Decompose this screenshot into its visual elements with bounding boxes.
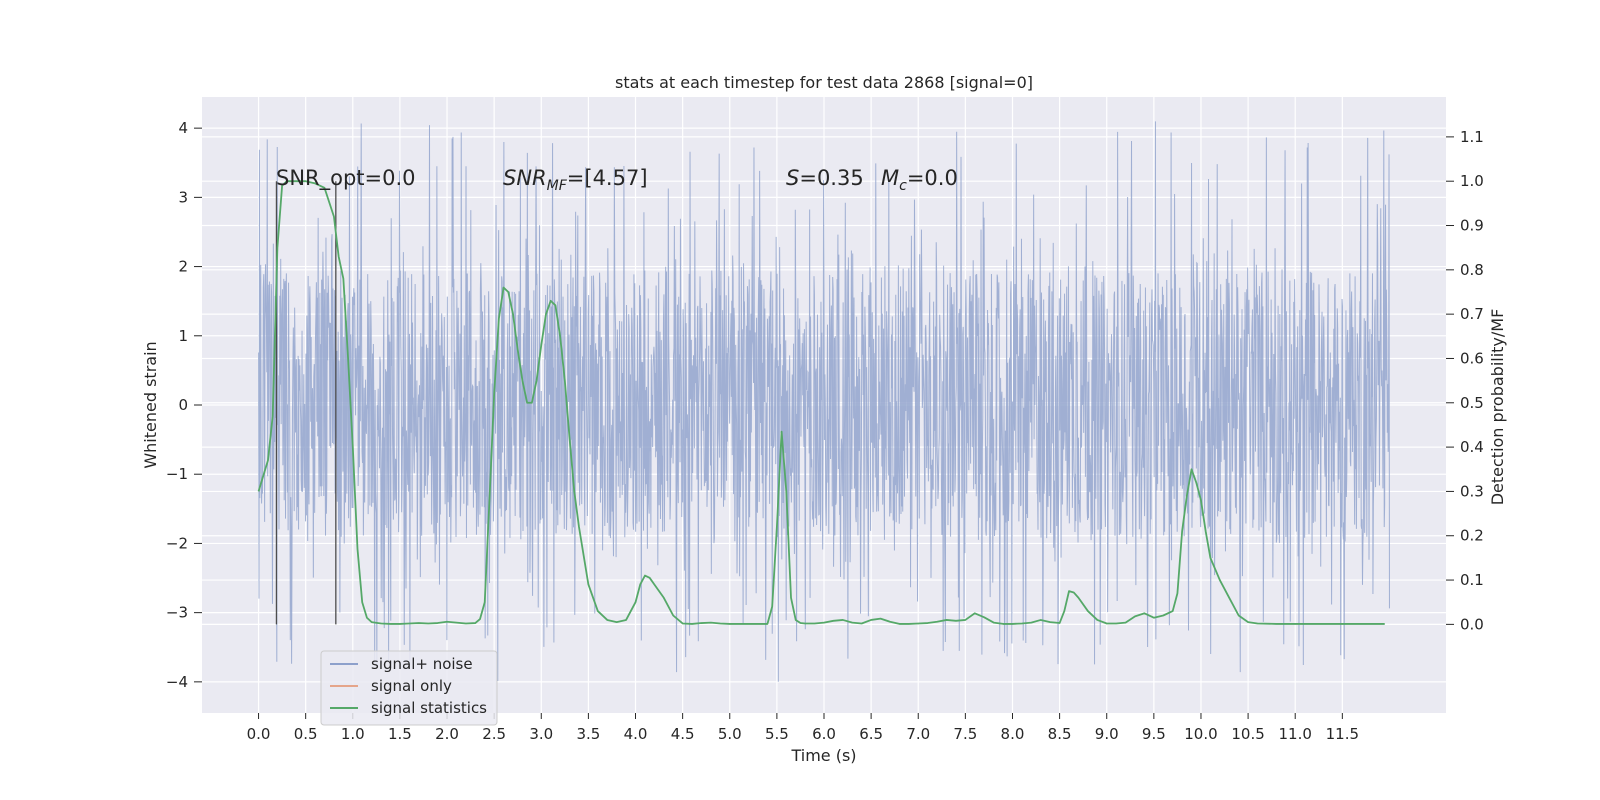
legend: signal+ noise signal only signal statist…: [320, 650, 498, 726]
x-tick-label: 9.5: [1142, 725, 1166, 743]
x-tick-label: 2.0: [435, 725, 459, 743]
x-tick-label: 6.0: [812, 725, 836, 743]
x-tick-label: 11.0: [1279, 725, 1312, 743]
y-axis-label-left: Whitened strain: [141, 341, 160, 468]
x-tick-label: 5.0: [718, 725, 742, 743]
y-tick-label-left: 1: [178, 327, 188, 345]
x-axis-label: Time (s): [790, 746, 856, 765]
y-tick-label-right: 0.6: [1460, 349, 1484, 367]
y-tick-label-right: 0.8: [1460, 261, 1484, 279]
signal-statistics-series: [257, 180, 1385, 625]
x-tick-label: 7.0: [906, 725, 930, 743]
annotation-mc: Mc=0.0: [881, 166, 958, 194]
y-tick-label-right: 0.9: [1460, 217, 1484, 235]
annotation-s: S=0.35: [786, 166, 864, 190]
x-tick-label: 10.5: [1231, 725, 1264, 743]
x-tick-label: 7.5: [953, 725, 977, 743]
y-tick-label-right: 0.4: [1460, 438, 1484, 456]
snr-mf-value: =[4.57]: [567, 166, 648, 190]
x-tick-label: 8.0: [1001, 725, 1025, 743]
tick-labels: 0.0 0.5 1.0 1.5 2.0 2.5 3.0 3.5 4.0 4.5 5.0 5.5 6.0 6…: [166, 119, 1484, 743]
y-tick-label-right: 0.1: [1460, 571, 1484, 589]
legend-label-signal-noise: signal+ noise: [371, 655, 473, 673]
snr-mf-symbol: SNR: [503, 166, 547, 190]
x-tick-label: 9.0: [1095, 725, 1119, 743]
x-tick-label: 3.5: [576, 725, 600, 743]
x-tick-label: 4.0: [624, 725, 648, 743]
s-symbol: S: [786, 166, 799, 190]
legend-box: [320, 650, 498, 726]
y-axis-label-right: Detection probability/MF: [1488, 309, 1507, 506]
y-tick-label-right: 0.3: [1460, 482, 1484, 500]
legend-label-signal-statistics: signal statistics: [371, 699, 487, 717]
x-tick-label: 2.5: [482, 725, 506, 743]
y-tick-label-left: 2: [178, 258, 188, 276]
x-tick-label: 3.0: [529, 725, 553, 743]
y-tick-label-left: 3: [178, 188, 188, 206]
x-tick-label: 8.5: [1048, 725, 1072, 743]
series-line-signal-statistics: [257, 180, 1385, 625]
series-line-signal-noise: [258, 121, 1390, 682]
y-tick-label-right: 0.5: [1460, 394, 1484, 412]
x-tick-label: 5.5: [765, 725, 789, 743]
x-tick-label: 6.5: [859, 725, 883, 743]
chart-title: stats at each timestep for test data 286…: [615, 73, 1033, 92]
mc-symbol: M: [881, 166, 899, 190]
legend-label-signal-only: signal only: [371, 677, 452, 695]
x-tick-label: 1.5: [388, 725, 412, 743]
snr-mf-subscript: MF: [547, 178, 568, 194]
y-tick-label-right: 1.1: [1460, 128, 1484, 146]
y-tick-label-left: −2: [166, 534, 188, 552]
x-tick-label: 0.5: [294, 725, 318, 743]
x-tick-label: 0.0: [247, 725, 271, 743]
annotation-snr-mf: SNRMF=[4.57]: [503, 166, 648, 194]
y-tick-label-right: 0.7: [1460, 305, 1484, 323]
y-tick-label-left: −3: [166, 604, 188, 622]
x-tick-label: 10.0: [1184, 725, 1217, 743]
annotation-snr-opt: SNR_opt=0.0: [276, 166, 416, 191]
x-tick-label: 11.5: [1326, 725, 1359, 743]
signal-noise-series: [258, 121, 1390, 682]
y-tick-label-left: −4: [166, 673, 188, 691]
y-tick-label-left: −1: [166, 465, 188, 483]
y-tick-label-left: 0: [178, 396, 188, 414]
x-tick-label: 4.5: [671, 725, 695, 743]
y-tick-label-right: 1.0: [1460, 172, 1484, 190]
annotations: SNR_opt=0.0 SNRMF=[4.57] S=0.35 Mc=0.0: [276, 166, 958, 194]
y-tick-label-right: 0.2: [1460, 527, 1484, 545]
mc-subscript: c: [899, 178, 907, 194]
y-tick-label-right: 0.0: [1460, 615, 1484, 633]
y-tick-label-left: 4: [178, 119, 188, 137]
mc-value: =0.0: [907, 166, 958, 190]
x-tick-label: 1.0: [341, 725, 365, 743]
s-value: =0.35: [799, 166, 863, 190]
